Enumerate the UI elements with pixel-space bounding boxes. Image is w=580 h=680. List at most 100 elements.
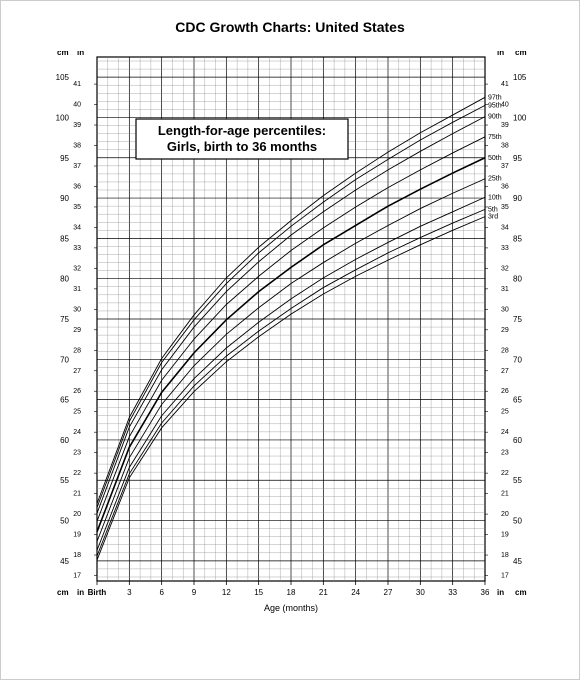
ylabel-in-left: 35 — [73, 204, 81, 211]
ylabel-in-left: 40 — [73, 102, 81, 109]
ylabel-cm-right: 65 — [513, 396, 522, 405]
unit-in-br: in — [497, 588, 504, 597]
percentile-label-95th: 95th — [488, 102, 502, 109]
xtick-label: 24 — [351, 588, 360, 597]
ylabel-cm-right: 105 — [513, 73, 527, 82]
ylabel-in-left: 32 — [73, 265, 81, 272]
ylabel-in-right: 40 — [501, 102, 509, 109]
percentile-label-50th: 50th — [488, 155, 502, 162]
ylabel-in-left: 31 — [73, 286, 81, 293]
ylabel-in-left: 30 — [73, 306, 81, 313]
percentile-label-3rd: 3rd — [488, 214, 498, 221]
chart-svg: 1717181819192020212122222323242425252626… — [41, 51, 541, 621]
ylabel-in-right: 33 — [501, 245, 509, 252]
ylabel-in-right: 41 — [501, 81, 509, 88]
ylabel-in-left: 38 — [73, 143, 81, 150]
ylabel-in-right: 31 — [501, 286, 509, 293]
ylabel-cm-right: 95 — [513, 154, 522, 163]
percentile-label-75th: 75th — [488, 134, 502, 141]
ylabel-cm-left: 85 — [60, 234, 69, 243]
ylabel-in-right: 37 — [501, 163, 509, 170]
ylabel-in-left: 20 — [73, 511, 81, 518]
ylabel-in-left: 25 — [73, 409, 81, 416]
ylabel-in-left: 19 — [73, 532, 81, 539]
subtitle-line1: Length-for-age percentiles: — [158, 123, 326, 138]
unit-in-bl: in — [77, 588, 84, 597]
page: CDC Growth Charts: United States 1717181… — [0, 0, 580, 680]
xtick-label: 33 — [448, 588, 457, 597]
ylabel-cm-left: 45 — [60, 557, 69, 566]
ylabel-in-right: 26 — [501, 388, 509, 395]
ylabel-cm-right: 100 — [513, 113, 527, 122]
unit-in-tr: in — [497, 51, 504, 57]
ylabel-cm-left: 80 — [60, 275, 69, 284]
ylabel-in-right: 30 — [501, 306, 509, 313]
ylabel-in-right: 18 — [501, 552, 509, 559]
ylabel-cm-left: 65 — [60, 396, 69, 405]
ylabel-in-left: 23 — [73, 450, 81, 457]
percentile-label-10th: 10th — [488, 194, 502, 201]
growth-chart: 1717181819192020212122222323242425252626… — [41, 51, 541, 621]
ylabel-in-right: 35 — [501, 204, 509, 211]
ylabel-in-right: 24 — [501, 429, 509, 436]
xtick-label: 36 — [481, 588, 490, 597]
ylabel-cm-right: 75 — [513, 315, 522, 324]
ylabel-cm-left: 50 — [60, 517, 69, 526]
ylabel-in-right: 39 — [501, 122, 509, 129]
ylabel-in-right: 27 — [501, 368, 509, 375]
ylabel-cm-right: 55 — [513, 476, 522, 485]
ylabel-in-right: 29 — [501, 327, 509, 334]
ylabel-in-left: 18 — [73, 552, 81, 559]
ylabel-cm-left: 55 — [60, 476, 69, 485]
ylabel-in-right: 32 — [501, 265, 509, 272]
percentile-label-97th: 97th — [488, 94, 502, 101]
ylabel-cm-right: 45 — [513, 557, 522, 566]
ylabel-cm-right: 60 — [513, 436, 522, 445]
ylabel-cm-left: 70 — [60, 355, 69, 364]
ylabel-in-right: 34 — [501, 224, 509, 231]
ylabel-cm-left: 75 — [60, 315, 69, 324]
ylabel-in-left: 39 — [73, 122, 81, 129]
xtick-label: 18 — [287, 588, 296, 597]
ylabel-cm-right: 80 — [513, 275, 522, 284]
ylabel-in-left: 21 — [73, 491, 81, 498]
ylabel-in-left: 41 — [73, 81, 81, 88]
percentile-label-25th: 25th — [488, 176, 502, 183]
xaxis-title: Age (months) — [264, 603, 318, 613]
ylabel-cm-right: 70 — [513, 355, 522, 364]
unit-in-tl: in — [77, 51, 84, 57]
ylabel-in-left: 28 — [73, 347, 81, 354]
ylabel-in-right: 28 — [501, 347, 509, 354]
ylabel-cm-right: 85 — [513, 234, 522, 243]
ylabel-in-right: 21 — [501, 491, 509, 498]
ylabel-in-left: 29 — [73, 327, 81, 334]
ylabel-in-left: 22 — [73, 470, 81, 477]
ylabel-cm-left: 60 — [60, 436, 69, 445]
xtick-label: 21 — [319, 588, 328, 597]
unit-cm-br: cm — [515, 588, 527, 597]
percentile-label-90th: 90th — [488, 114, 502, 121]
unit-cm-tl: cm — [57, 51, 69, 57]
ylabel-in-right: 20 — [501, 511, 509, 518]
ylabel-in-left: 33 — [73, 245, 81, 252]
percentile-label-5th: 5th — [488, 206, 498, 213]
ylabel-in-left: 24 — [73, 429, 81, 436]
xtick-label: 15 — [254, 588, 263, 597]
ylabel-in-left: 17 — [73, 573, 81, 580]
ylabel-in-left: 34 — [73, 224, 81, 231]
xtick-label: 6 — [159, 588, 164, 597]
unit-cm-bl: cm — [57, 588, 69, 597]
ylabel-in-right: 38 — [501, 143, 509, 150]
ylabel-in-right: 22 — [501, 470, 509, 477]
ylabel-cm-left: 105 — [56, 73, 70, 82]
ylabel-cm-left: 95 — [60, 154, 69, 163]
ylabel-in-left: 26 — [73, 388, 81, 395]
ylabel-in-left: 37 — [73, 163, 81, 170]
xtick-label: 3 — [127, 588, 132, 597]
subtitle-line2: Girls, birth to 36 months — [167, 139, 317, 154]
ylabel-cm-right: 50 — [513, 517, 522, 526]
unit-cm-tr: cm — [515, 51, 527, 57]
ylabel-in-left: 27 — [73, 368, 81, 375]
xtick-label: 27 — [384, 588, 393, 597]
ylabel-in-right: 23 — [501, 450, 509, 457]
